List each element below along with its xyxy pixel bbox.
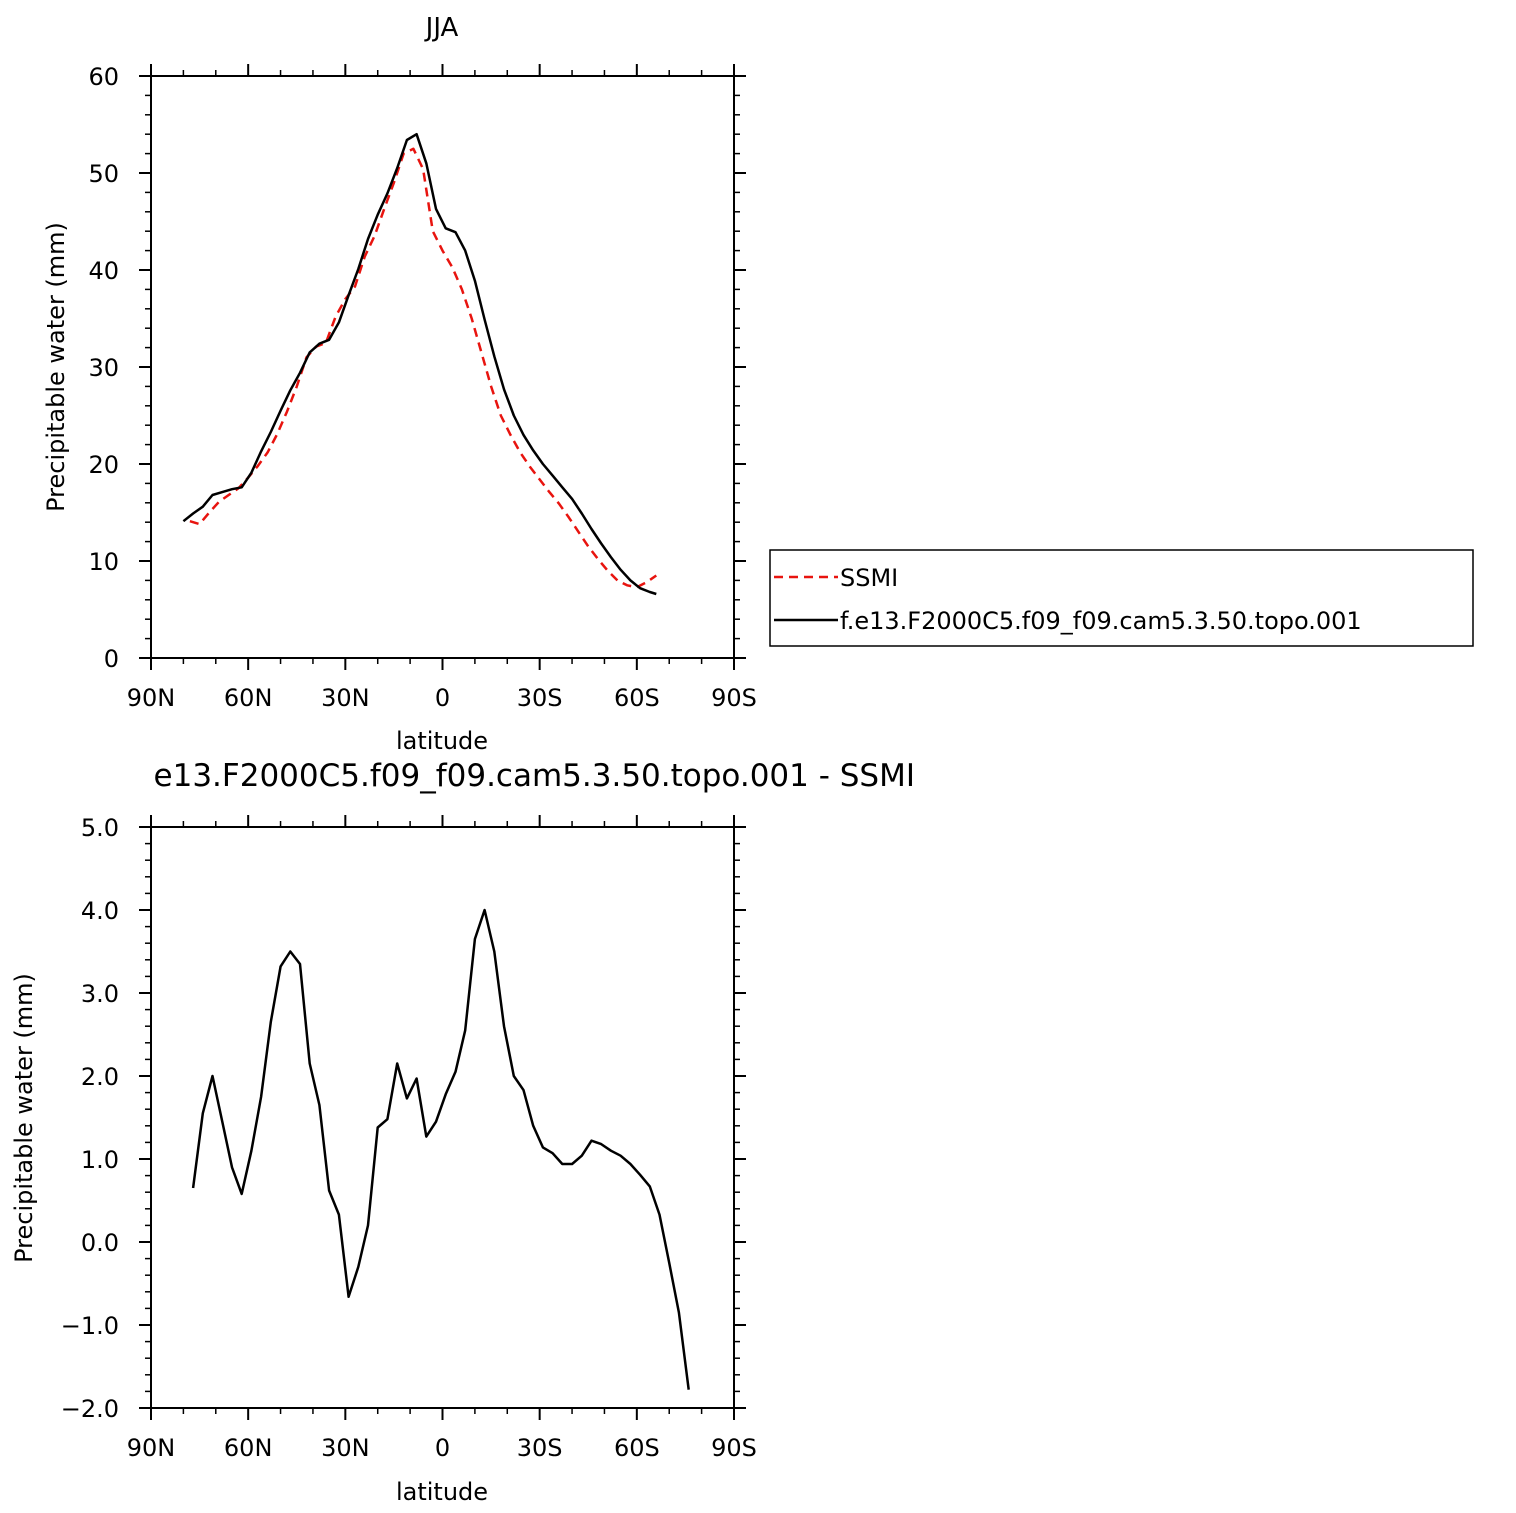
top-panel-ticks [139,64,746,670]
y-tick-label: 20 [88,451,119,479]
y-tick-label: 60 [88,63,119,91]
y-tick-label: 50 [88,160,119,188]
y-tick-label: 4.0 [81,897,119,925]
x-tick-label: 90N [127,684,176,712]
top-panel-y-axis-label: Precipitable water (mm) [42,222,70,512]
legend: SSMI f.e13.F2000C5.f09_f09.cam5.3.50.top… [769,549,1474,647]
x-tick-label: 0 [435,1434,450,1462]
x-tick-label: 30N [321,1434,370,1462]
bottom-panel-tick-labels: 90N 60N 30N 0 30S 60S 90S −2.0 −1.0 0.0 1.0 2.0 3.0 4… [61,814,757,1462]
y-tick-label: 0.0 [81,1229,119,1257]
x-tick-label: 60N [224,684,273,712]
top-panel: JJA 90N 60N 30N 0 30S 60S 90S 0 10 20 30 40 50 60 lat… [42,13,757,755]
series-line-model [182,132,657,596]
y-tick-label: 1.0 [81,1146,119,1174]
bottom-panel-y-axis-label: Precipitable water (mm) [10,973,38,1263]
top-panel-x-axis-label: latitude [396,727,488,755]
y-tick-label: 5.0 [81,814,119,842]
top-panel-title: JJA [424,13,459,43]
top-panel-tick-labels: 90N 60N 30N 0 30S 60S 90S 0 10 20 30 40 50 60 [88,63,756,712]
y-tick-label: 30 [88,354,119,382]
x-tick-label: 30S [517,684,563,712]
bottom-panel: e13.F2000C5.f09_f09.cam5.3.50.topo.001 -… [10,758,915,1506]
bottom-panel-x-axis-label: latitude [396,1478,488,1506]
y-tick-label: 40 [88,257,119,285]
x-tick-label: 30S [517,1434,563,1462]
bottom-panel-ticks [139,815,746,1420]
x-tick-label: 60N [224,1434,273,1462]
bottom-panel-title: e13.F2000C5.f09_f09.cam5.3.50.topo.001 -… [154,758,915,794]
y-tick-label: 2.0 [81,1063,119,1091]
series-line-ssmi [189,147,658,589]
y-tick-label: −1.0 [61,1312,119,1340]
x-tick-label: 90S [711,684,757,712]
top-panel-series [182,132,658,596]
x-tick-label: 0 [435,684,450,712]
y-tick-label: −2.0 [61,1395,119,1423]
top-panel-plot-frame [150,75,735,659]
bottom-panel-plot-frame [150,826,735,1409]
legend-label-model: f.e13.F2000C5.f09_f09.cam5.3.50.topo.001 [840,607,1362,635]
y-tick-label: 3.0 [81,980,119,1008]
y-tick-label: 0 [104,645,119,673]
x-tick-label: 90S [711,1434,757,1462]
series-line-difference [191,908,690,1390]
x-tick-label: 30N [321,684,370,712]
x-tick-label: 90N [127,1434,176,1462]
y-tick-label: 10 [88,548,119,576]
bottom-panel-series [191,908,690,1390]
legend-label-ssmi: SSMI [840,564,898,592]
x-tick-label: 60S [614,684,660,712]
x-tick-label: 60S [614,1434,660,1462]
legend-box [769,549,1474,647]
